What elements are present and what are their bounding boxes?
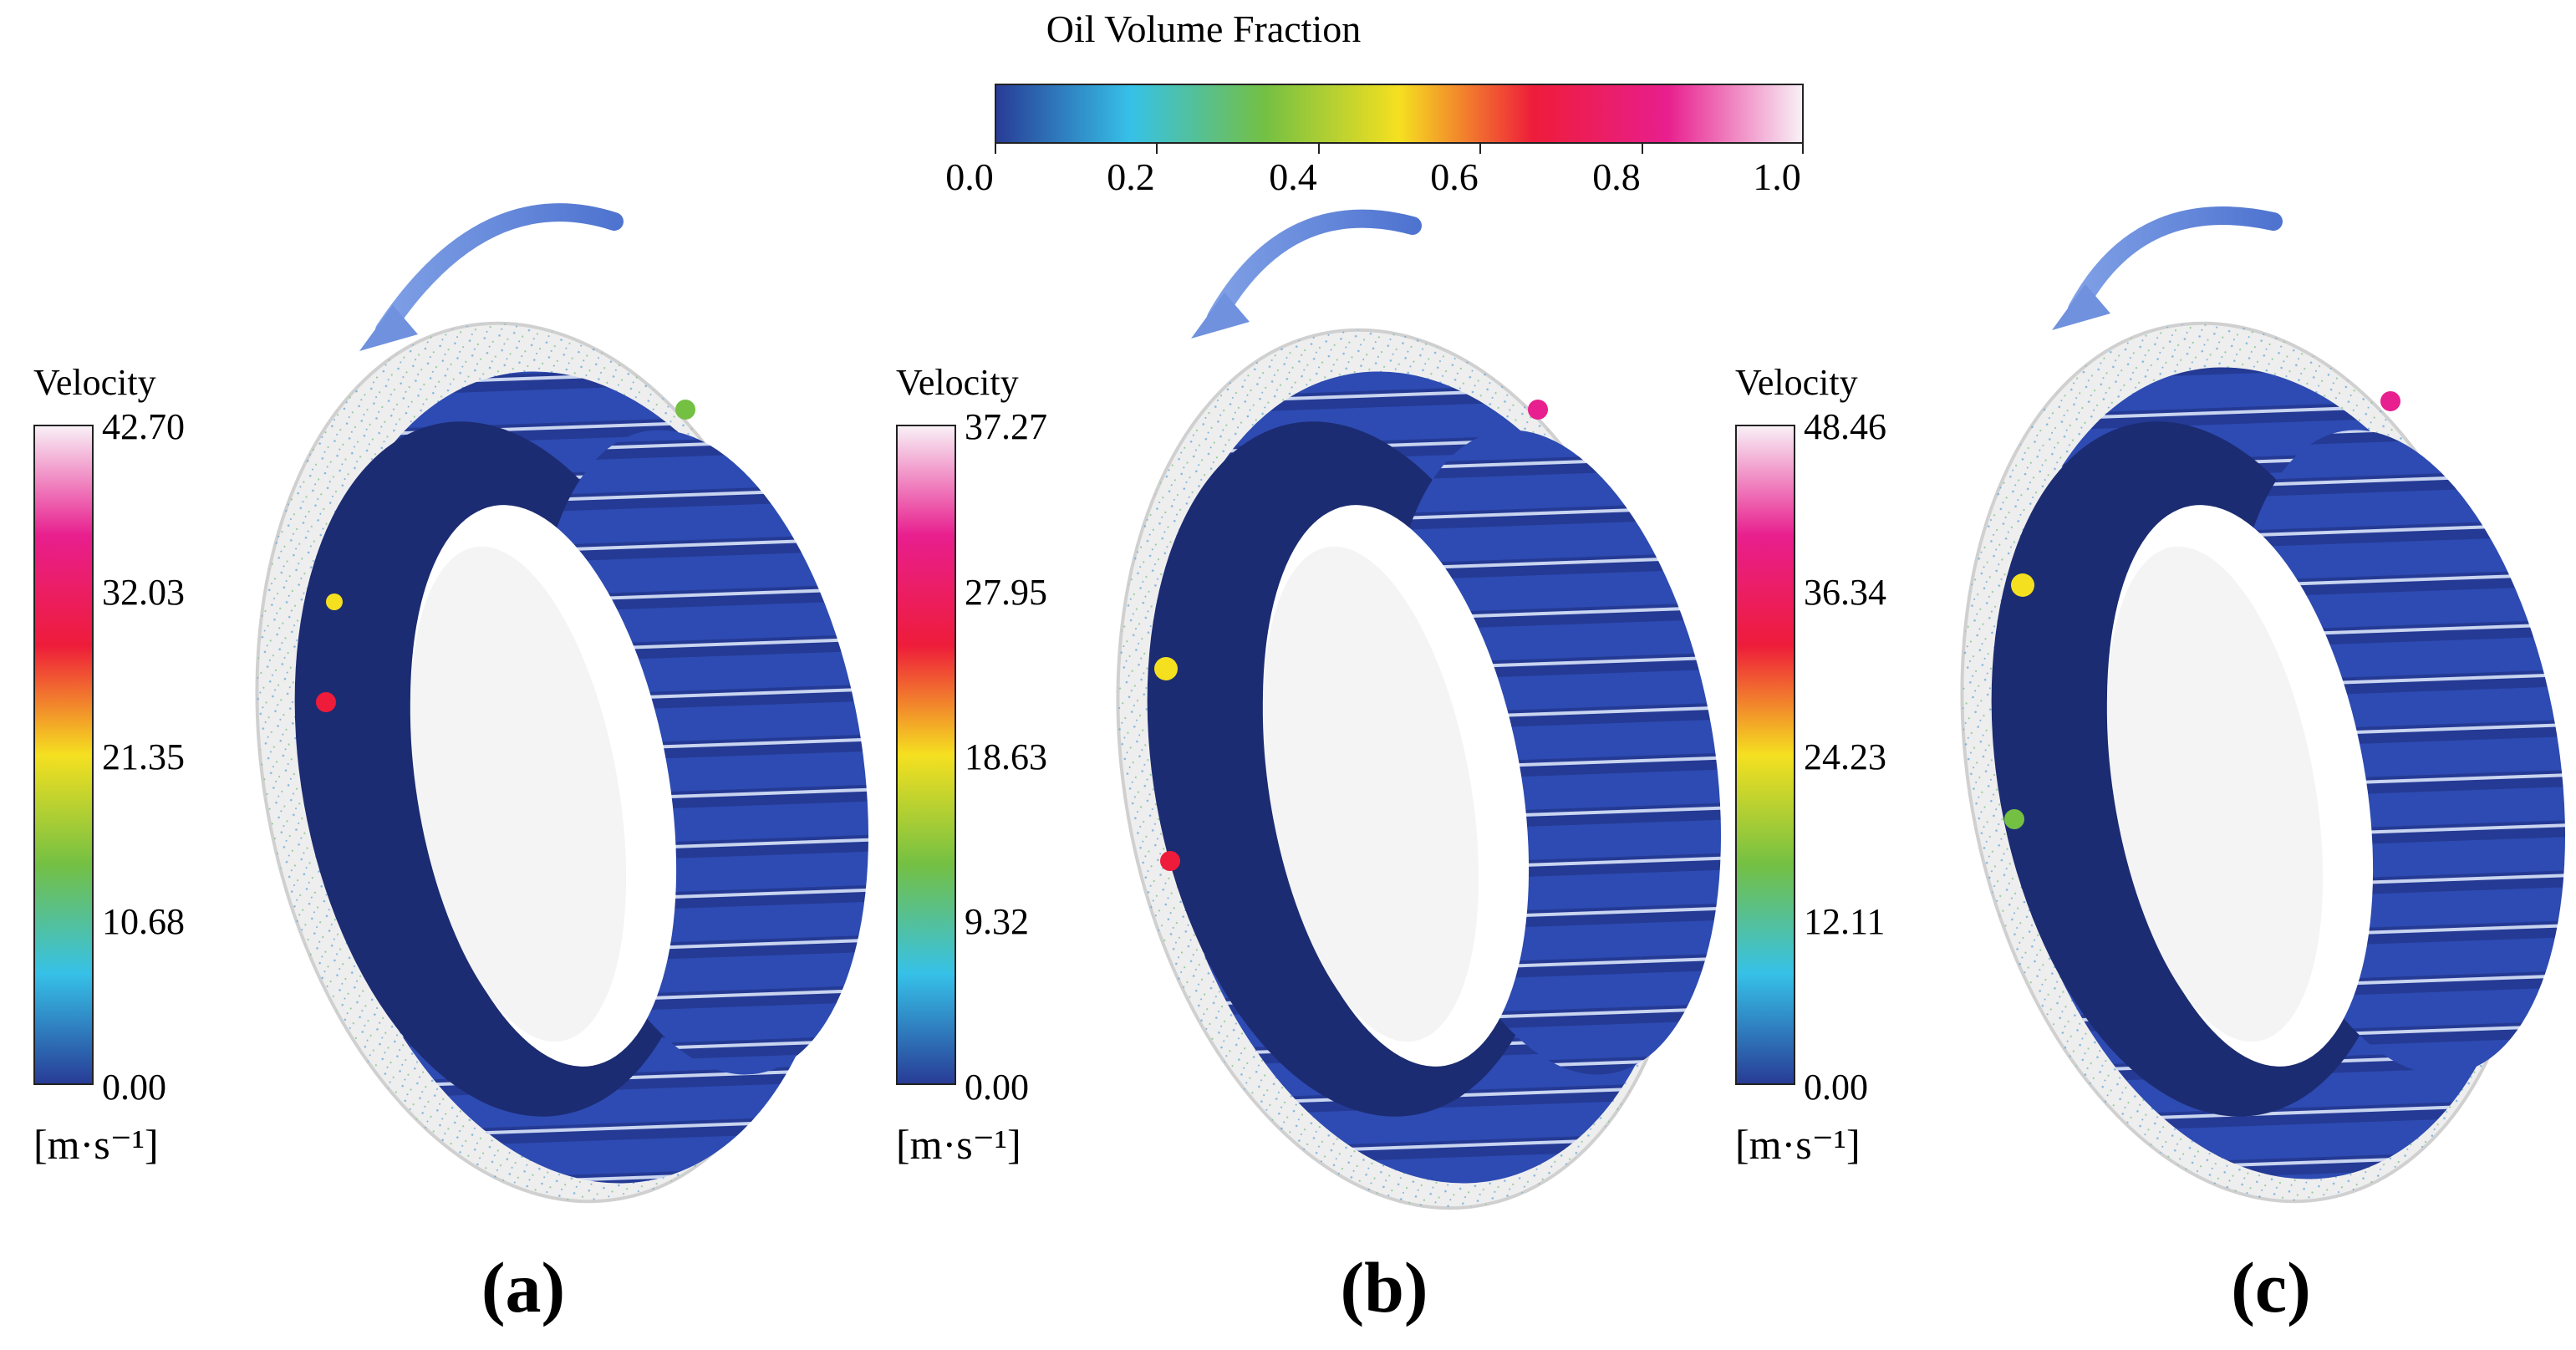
oil-tick-mark [1802, 144, 1804, 154]
velocity-tick-b: 18.63 [965, 736, 1047, 777]
velocity-title-b: Velocity [896, 362, 1019, 403]
oil-tick-mark [1479, 144, 1481, 154]
oil-tick-mark [995, 144, 996, 154]
velocity-tick-c: 48.46 [1804, 406, 1886, 447]
velocity-title-c: Velocity [1735, 362, 1858, 403]
velocity-tick-a: 42.70 [102, 406, 185, 447]
oil-tick-label: 1.0 [1753, 155, 1801, 198]
velocity-unit-b: [m·s⁻¹] [896, 1121, 1021, 1168]
velocity-tick-b: 9.32 [965, 901, 1029, 942]
oil-tick-label: 0.6 [1430, 155, 1479, 198]
oil-tick-label: 0.0 [945, 155, 994, 198]
panel-label-c: (c) [2231, 1247, 2311, 1327]
oil-tick-label: 0.2 [1107, 155, 1155, 198]
velocity-title-a: Velocity [33, 362, 156, 403]
bearing-c [1960, 206, 2565, 1204]
velocity-tick-b: 27.95 [965, 572, 1047, 613]
oil-volume-fraction-colorbar [995, 84, 1804, 144]
velocity-colorbar-c [1735, 425, 1795, 1085]
velocity-tick-c: 0.00 [1804, 1067, 1868, 1108]
oil-volume-fraction-title: Oil Volume Fraction [1046, 8, 1362, 50]
velocity-tick-a: 21.35 [102, 736, 185, 777]
oil-tick-mark [1318, 144, 1320, 154]
velocity-unit-a: [m·s⁻¹] [33, 1121, 159, 1168]
panel-label-a: (a) [481, 1247, 566, 1327]
velocity-tick-b: 0.00 [965, 1067, 1029, 1108]
oil-tick-label: 0.4 [1269, 155, 1317, 198]
velocity-colorbar-a [33, 425, 94, 1085]
bearing-a [255, 203, 868, 1204]
velocity-tick-a: 32.03 [102, 572, 185, 613]
velocity-tick-c: 36.34 [1804, 572, 1886, 613]
oil-tick-label: 0.8 [1592, 155, 1641, 198]
velocity-tick-c: 24.23 [1804, 736, 1886, 777]
velocity-tick-b: 37.27 [965, 406, 1047, 447]
oil-tick-mark [1156, 144, 1158, 154]
velocity-tick-a: 0.00 [102, 1067, 166, 1108]
oil-tick-mark [1642, 144, 1643, 154]
velocity-unit-c: [m·s⁻¹] [1735, 1121, 1861, 1168]
velocity-tick-a: 10.68 [102, 901, 185, 942]
velocity-colorbar-b [896, 425, 956, 1085]
bearing-b [1116, 209, 1721, 1210]
velocity-tick-c: 12.11 [1804, 901, 1886, 942]
panel-label-b: (b) [1340, 1247, 1428, 1327]
